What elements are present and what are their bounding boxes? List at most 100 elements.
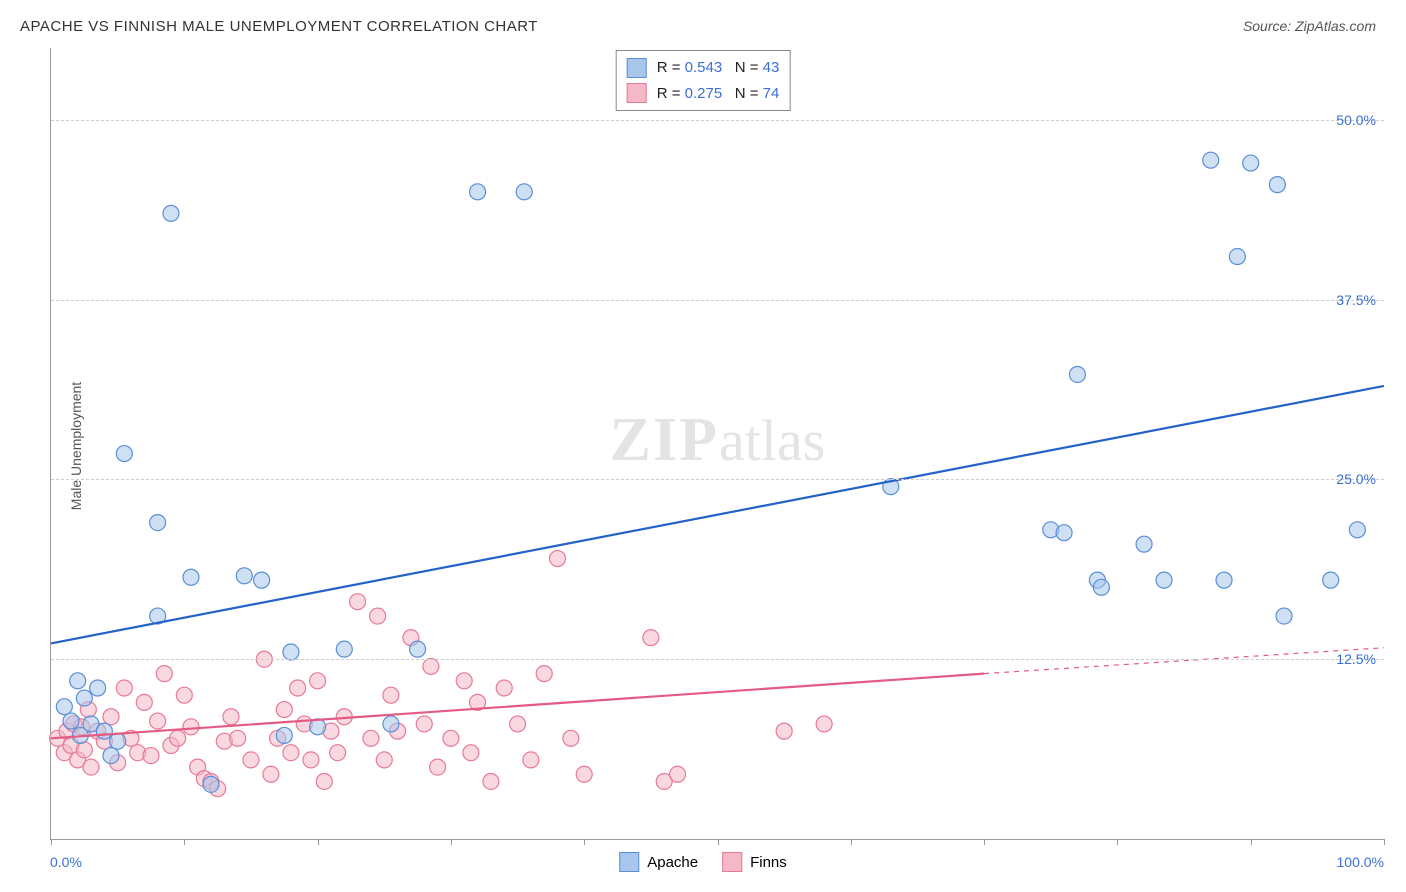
y-tick-label: 12.5%: [1336, 651, 1376, 667]
finns-point: [330, 745, 346, 761]
apache-point: [203, 776, 219, 792]
apache-point: [1216, 572, 1232, 588]
apache-trend-line: [51, 386, 1384, 643]
finns-point: [550, 551, 566, 567]
finns-swatch: [722, 852, 742, 872]
apache-point: [110, 733, 126, 749]
finns-point: [376, 752, 392, 768]
stats-row-apache: R = 0.543 N = 43: [627, 55, 780, 81]
finns-point: [176, 687, 192, 703]
finns-point: [103, 709, 119, 725]
finns-point: [670, 766, 686, 782]
apache-point: [1069, 366, 1085, 382]
plot-area: ZIPatlas 12.5%25.0%37.5%50.0%: [50, 48, 1384, 840]
finns-point: [483, 773, 499, 789]
finns-point: [776, 723, 792, 739]
stats-row-finns: R = 0.275 N = 74: [627, 81, 780, 107]
finns-point: [310, 673, 326, 689]
apache-point: [70, 673, 86, 689]
x-tick: [1384, 839, 1385, 845]
apache-point: [516, 184, 532, 200]
apache-point: [410, 641, 426, 657]
apache-point: [283, 644, 299, 660]
finns-point: [383, 687, 399, 703]
finns-swatch: [627, 83, 647, 103]
gridline: [51, 659, 1384, 660]
y-tick-label: 37.5%: [1336, 292, 1376, 308]
finns-point: [563, 730, 579, 746]
finns-point: [263, 766, 279, 782]
finns-point: [136, 694, 152, 710]
finns-point: [183, 719, 199, 735]
finns-point: [643, 630, 659, 646]
finns-point: [230, 730, 246, 746]
apache-swatch: [627, 58, 647, 78]
finns-point: [536, 666, 552, 682]
x-tick: [584, 839, 585, 845]
source-prefix: Source:: [1243, 18, 1295, 34]
finns-point: [283, 745, 299, 761]
x-tick: [451, 839, 452, 845]
finns-point: [423, 658, 439, 674]
finns-point: [430, 759, 446, 775]
finns-point: [276, 702, 292, 718]
finns-point: [150, 713, 166, 729]
apache-point: [116, 446, 132, 462]
apache-point: [1243, 155, 1259, 171]
gridline: [51, 120, 1384, 121]
finns-point: [363, 730, 379, 746]
apache-point: [103, 748, 119, 764]
apache-point: [90, 680, 106, 696]
legend-label: Apache: [647, 854, 698, 871]
legend-item-finns: Finns: [722, 852, 787, 872]
finns-point: [116, 680, 132, 696]
apache-point: [1276, 608, 1292, 624]
apache-point: [1136, 536, 1152, 552]
finns-point: [463, 745, 479, 761]
finns-point: [290, 680, 306, 696]
finns-point: [523, 752, 539, 768]
x-tick: [51, 839, 52, 845]
apache-point: [63, 713, 79, 729]
stats-text: R = 0.275 N = 74: [657, 81, 780, 107]
x-tick: [851, 839, 852, 845]
finns-point: [156, 666, 172, 682]
finns-point: [170, 730, 186, 746]
apache-point: [56, 699, 72, 715]
gridline: [51, 479, 1384, 480]
apache-point: [1349, 522, 1365, 538]
x-axis-max-label: 100.0%: [1337, 854, 1384, 870]
apache-point: [336, 641, 352, 657]
apache-point: [383, 716, 399, 732]
finns-point: [510, 716, 526, 732]
x-tick: [984, 839, 985, 845]
finns-point: [83, 759, 99, 775]
x-tick: [718, 839, 719, 845]
finns-point: [576, 766, 592, 782]
x-tick: [1251, 839, 1252, 845]
apache-point: [1229, 249, 1245, 265]
finns-point: [370, 608, 386, 624]
series-legend: Apache Finns: [619, 852, 787, 872]
apache-point: [163, 205, 179, 221]
source-name: ZipAtlas.com: [1295, 18, 1376, 34]
apache-point: [254, 572, 270, 588]
finns-point: [456, 673, 472, 689]
finns-point: [496, 680, 512, 696]
legend-label: Finns: [750, 854, 787, 871]
finns-point: [350, 594, 366, 610]
finns-point: [416, 716, 432, 732]
y-tick-label: 25.0%: [1336, 471, 1376, 487]
apache-point: [183, 569, 199, 585]
x-tick: [184, 839, 185, 845]
finns-point: [143, 748, 159, 764]
apache-swatch: [619, 852, 639, 872]
finns-point: [76, 742, 92, 758]
finns-point: [316, 773, 332, 789]
x-tick: [318, 839, 319, 845]
apache-point: [1056, 525, 1072, 541]
finns-point: [816, 716, 832, 732]
x-axis-min-label: 0.0%: [50, 854, 82, 870]
source-attribution: Source: ZipAtlas.com: [1243, 18, 1376, 34]
finns-point: [243, 752, 259, 768]
